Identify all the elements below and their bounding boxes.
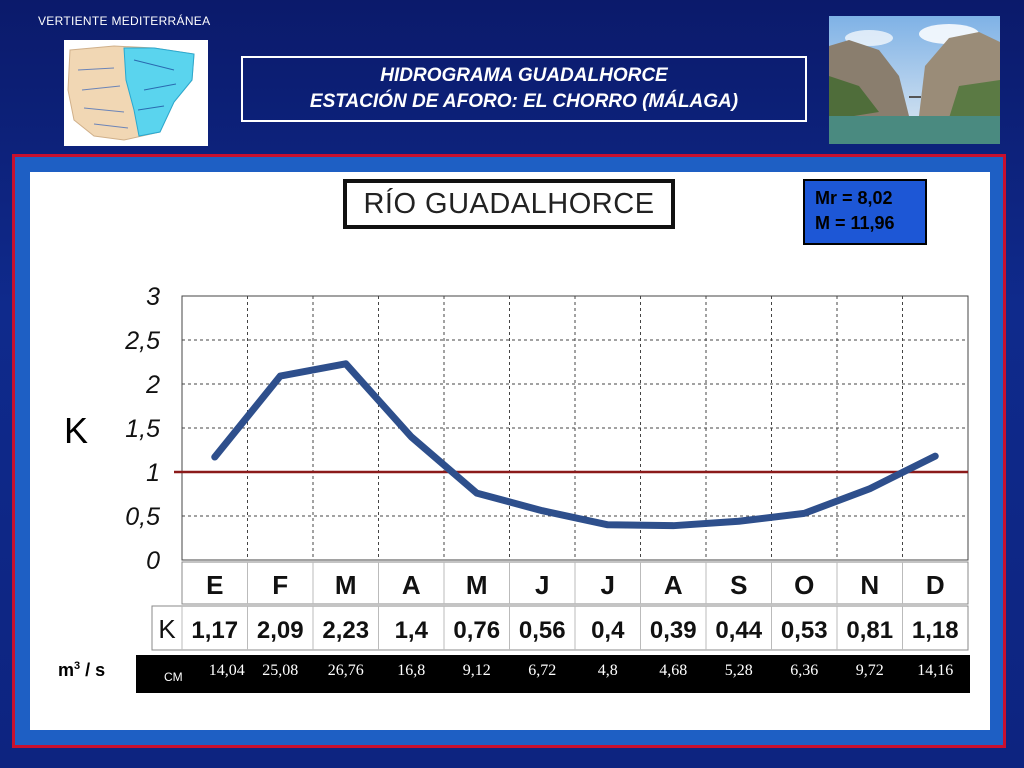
flow-value: 9,72	[855, 662, 884, 679]
series-line	[211, 360, 939, 530]
x-tick-label: A	[664, 570, 683, 600]
data-label: 2,09	[257, 617, 304, 644]
title-line-1: HIDROGRAMA GUADALHORCE	[380, 65, 668, 86]
flow-value: 6,72	[528, 662, 557, 679]
x-tick-label: D	[926, 570, 945, 600]
flow-row-background	[136, 655, 970, 693]
x-tick-label: N	[860, 570, 879, 600]
flow-value: 25,08	[262, 662, 299, 679]
data-label: 2,23	[322, 617, 369, 644]
flow-value: 14,16	[917, 662, 954, 679]
x-tick-label: F	[272, 570, 288, 600]
x-tick-label: S	[730, 570, 747, 600]
y-tick-label: 1	[146, 459, 160, 487]
title-line-2: ESTACIÓN DE AFORO: EL CHORRO (MÁLAGA)	[309, 91, 739, 112]
stats-box: Mr = 8,02 M = 11,96	[803, 179, 927, 245]
river-title: RÍO GUADALHORCE	[343, 179, 675, 229]
y-tick-label: 2	[145, 371, 160, 399]
flow-value: 9,12	[462, 662, 491, 679]
x-tick-label: A	[402, 570, 421, 600]
y-tick-label: 2,5	[124, 327, 160, 355]
data-label: 0,81	[846, 617, 893, 644]
data-label: 1,17	[191, 617, 238, 644]
region-label: VERTIENTE MEDITERRÁNEA	[38, 14, 211, 28]
flow-value: 4,8	[597, 662, 618, 679]
flow-value: 4,68	[659, 662, 688, 679]
stat-m: M = 11,96	[815, 213, 895, 233]
title-box: HIDROGRAMA GUADALHORCE ESTACIÓN DE AFORO…	[241, 56, 807, 122]
x-tick-label: O	[794, 570, 814, 600]
data-label: 0,39	[650, 617, 697, 644]
flow-value: 26,76	[327, 662, 364, 679]
x-tick-label: J	[601, 570, 615, 600]
y-axis-label: K	[64, 410, 89, 451]
data-label: 1,18	[912, 617, 959, 644]
flow-value: 16,8	[397, 662, 426, 679]
gorge-photo-thumbnail	[829, 16, 1000, 144]
flow-unit-label: m3 / s	[58, 660, 106, 680]
stat-mr: Mr = 8,02	[815, 188, 893, 208]
flow-value: 14,04	[208, 662, 245, 679]
x-tick-label: M	[466, 570, 488, 600]
data-label: 0,76	[453, 617, 500, 644]
y-tick-label: 1,5	[125, 415, 160, 443]
y-tick-label: 0	[146, 547, 160, 575]
flow-row-label: CM	[164, 670, 183, 684]
y-tick-label: 3	[146, 283, 160, 311]
flow-value: 6,36	[790, 662, 819, 679]
y-tick-label: 0,5	[125, 503, 160, 531]
k-row-label: K	[158, 614, 176, 644]
k-row	[151, 605, 969, 651]
flow-value: 5,28	[724, 662, 753, 679]
x-tick-label: E	[206, 570, 223, 600]
data-label: 0,53	[781, 617, 828, 644]
iberia-map-thumbnail	[64, 40, 208, 146]
x-tick-label: M	[335, 570, 357, 600]
x-tick-label: J	[535, 570, 549, 600]
data-label: 0,4	[591, 617, 625, 644]
data-label: 1,4	[395, 617, 429, 644]
data-label: 0,56	[519, 617, 566, 644]
data-label: 0,44	[715, 617, 762, 644]
